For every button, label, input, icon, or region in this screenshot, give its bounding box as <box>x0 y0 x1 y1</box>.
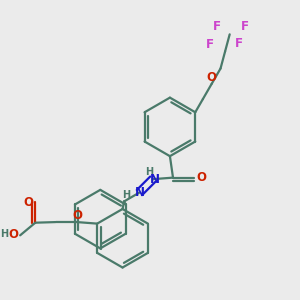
Text: H: H <box>0 230 8 239</box>
Text: O: O <box>8 228 18 241</box>
Text: F: F <box>213 20 221 33</box>
Text: O: O <box>23 196 34 209</box>
Text: O: O <box>207 70 217 83</box>
Text: N: N <box>150 173 160 186</box>
Text: O: O <box>196 171 206 184</box>
Text: F: F <box>241 20 248 33</box>
Text: O: O <box>72 209 82 222</box>
Text: H: H <box>145 167 153 177</box>
Text: F: F <box>235 37 243 50</box>
Text: F: F <box>206 38 214 51</box>
Text: H: H <box>122 190 130 200</box>
Text: N: N <box>135 186 145 199</box>
